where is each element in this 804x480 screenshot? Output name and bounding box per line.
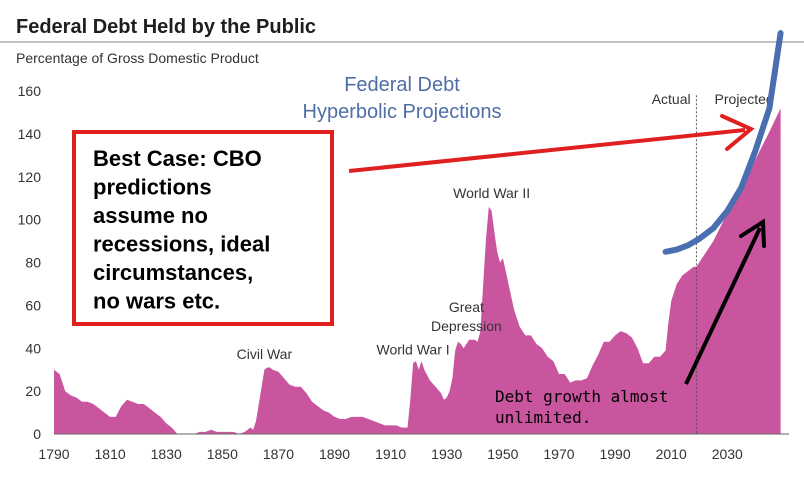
y-tick-label: 100: [18, 212, 42, 228]
y-axis-ticks: 0 20 40 60 80 100 120 140 160: [18, 83, 42, 442]
annotation-label: World War II: [453, 185, 530, 201]
y-tick-label: 40: [25, 340, 41, 356]
x-tick-label: 1810: [95, 446, 126, 462]
chart-annotations: Civil War World War I Great Depression World…: [237, 91, 774, 362]
callout-box: [72, 130, 334, 326]
callout-line: Best Case: CBO: [93, 146, 262, 171]
y-tick-label: 140: [18, 126, 42, 142]
y-tick-label: 20: [25, 383, 41, 399]
x-tick-label: 1910: [375, 446, 406, 462]
annotation-label: Great: [449, 299, 484, 315]
overlay-title-line2: Hyperbolic Projections: [303, 101, 502, 123]
callout-line: recessions, ideal: [93, 232, 270, 257]
x-tick-label: 1950: [487, 446, 518, 462]
x-tick-label: 1790: [38, 446, 69, 462]
hyperbolic-trend-line: [662, 30, 784, 255]
x-tick-label: 2030: [712, 446, 743, 462]
annotation-label: Depression: [431, 318, 502, 334]
red-arrow-shaft: [348, 128, 746, 173]
x-tick-label: 1970: [543, 446, 574, 462]
annotation-label: Actual: [652, 91, 691, 107]
annotation-label: World War I: [377, 342, 450, 358]
red-arrow-head: [720, 114, 755, 151]
black-arrow-shaft: [684, 227, 762, 385]
x-tick-label: 2010: [656, 446, 687, 462]
debt-area: [54, 108, 781, 434]
x-tick-label: 1990: [599, 446, 630, 462]
callout-text: Best Case: CBO predictions assume no recess…: [93, 146, 270, 314]
x-tick-label: 1850: [207, 446, 238, 462]
x-tick-label: 1930: [431, 446, 462, 462]
x-tick-label: 1890: [319, 446, 350, 462]
y-tick-label: 80: [25, 255, 41, 271]
note-line: Debt growth almost: [495, 387, 668, 406]
note-line: unlimited.: [495, 408, 591, 427]
x-tick-label: 1870: [263, 446, 294, 462]
x-axis-ticks: 1790 1810 1830 1850 1870 1890 1910 1930 1950 1970…: [38, 446, 743, 462]
callout-line: assume no: [93, 203, 208, 228]
callout-line: circumstances,: [93, 260, 253, 285]
black-arrow-head: [739, 218, 766, 248]
chart-subtitle: Percentage of Gross Domestic Product: [16, 50, 259, 66]
y-tick-label: 160: [18, 83, 42, 99]
debt-growth-note: Debt growth almost unlimited.: [495, 387, 668, 427]
chart-title: Federal Debt Held by the Public: [16, 16, 316, 38]
callout-line: no wars etc.: [93, 289, 220, 314]
annotation-label: Projected: [715, 91, 774, 107]
callout-line: predictions: [93, 175, 212, 200]
y-tick-label: 120: [18, 169, 42, 185]
overlay-title-line1: Federal Debt: [344, 74, 460, 96]
y-tick-label: 60: [25, 297, 41, 313]
y-tick-label: 0: [33, 426, 41, 442]
x-tick-label: 1830: [151, 446, 182, 462]
annotation-label: Civil War: [237, 346, 293, 362]
